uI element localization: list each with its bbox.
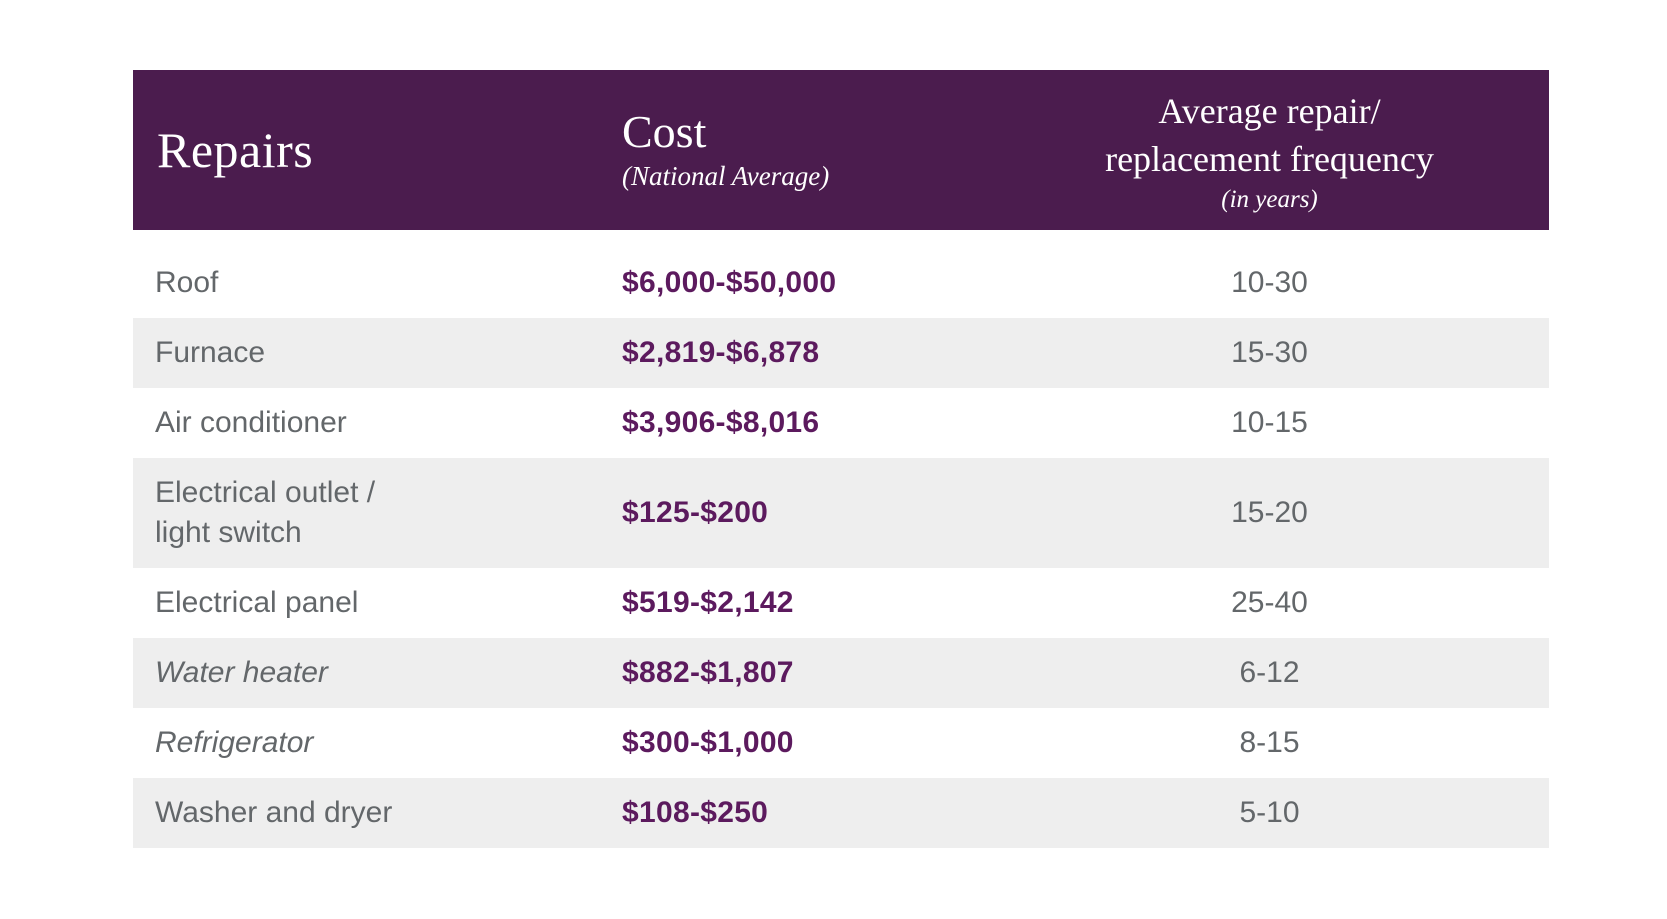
frequency-header-line2: replacement frequency xyxy=(1105,138,1434,179)
table-body: Roof $6,000-$50,000 10-30 Furnace $2,819… xyxy=(133,248,1549,848)
repair-cost-table: Repairs Cost (National Average) Average … xyxy=(133,70,1549,848)
cost-header-title: Cost xyxy=(622,105,707,157)
frequency-cell: 5-10 xyxy=(1239,796,1300,829)
frequency-header-subtitle: (in years) xyxy=(1221,186,1318,214)
repair-name-cell: Air conditioner xyxy=(155,406,347,439)
frequency-cell: 15-30 xyxy=(1231,336,1308,369)
frequency-cell: 15-20 xyxy=(1231,496,1308,529)
repair-name-cell: Electrical panel xyxy=(155,586,359,619)
repair-name-cell: Roof xyxy=(155,266,219,299)
column-header-repairs: Repairs xyxy=(157,122,314,178)
cost-cell: $125-$200 xyxy=(622,496,769,529)
frequency-cell: 25-40 xyxy=(1231,586,1308,619)
frequency-cell: 8-15 xyxy=(1239,726,1300,759)
repair-name-cell: Washer and dryer xyxy=(155,796,393,829)
table-row: Washer and dryer $108-$250 5-10 xyxy=(133,778,1549,848)
table-row: Refrigerator $300-$1,000 8-15 xyxy=(133,708,1549,778)
cost-cell: $300-$1,000 xyxy=(622,726,794,759)
cost-cell: $882-$1,807 xyxy=(622,656,794,689)
repair-name-cell: Furnace xyxy=(155,336,266,369)
table-header-row: Repairs Cost (National Average) Average … xyxy=(133,70,1549,230)
cost-cell: $3,906-$8,016 xyxy=(622,406,820,439)
table-row: Roof $6,000-$50,000 10-30 xyxy=(133,248,1549,318)
repair-name-cell: Refrigerator xyxy=(155,726,314,759)
cost-header-subtitle: (National Average) xyxy=(622,160,830,191)
table-row: Air conditioner $3,906-$8,016 10-15 xyxy=(133,388,1549,458)
column-header-cost: Cost (National Average) xyxy=(622,105,990,192)
table-row: Water heater $882-$1,807 6-12 xyxy=(133,638,1549,708)
frequency-cell: 6-12 xyxy=(1239,656,1300,689)
repair-name-cell: Electrical outlet / light switch xyxy=(155,476,376,549)
frequency-header-line1: Average repair/ xyxy=(1158,90,1381,131)
frequency-cell: 10-15 xyxy=(1231,406,1308,439)
cost-cell: $108-$250 xyxy=(622,796,769,829)
cost-cell: $2,819-$6,878 xyxy=(622,336,820,369)
cost-cell: $519-$2,142 xyxy=(622,586,794,619)
column-header-frequency: Average repair/ replacement frequency (i… xyxy=(990,88,1549,212)
table-row: Electrical outlet / light switch $125-$2… xyxy=(133,458,1549,568)
repair-name-cell: Water heater xyxy=(155,656,328,689)
frequency-cell: 10-30 xyxy=(1231,266,1308,299)
table-row: Furnace $2,819-$6,878 15-30 xyxy=(133,318,1549,388)
table-row: Electrical panel $519-$2,142 25-40 xyxy=(133,568,1549,638)
cost-cell: $6,000-$50,000 xyxy=(622,266,837,299)
